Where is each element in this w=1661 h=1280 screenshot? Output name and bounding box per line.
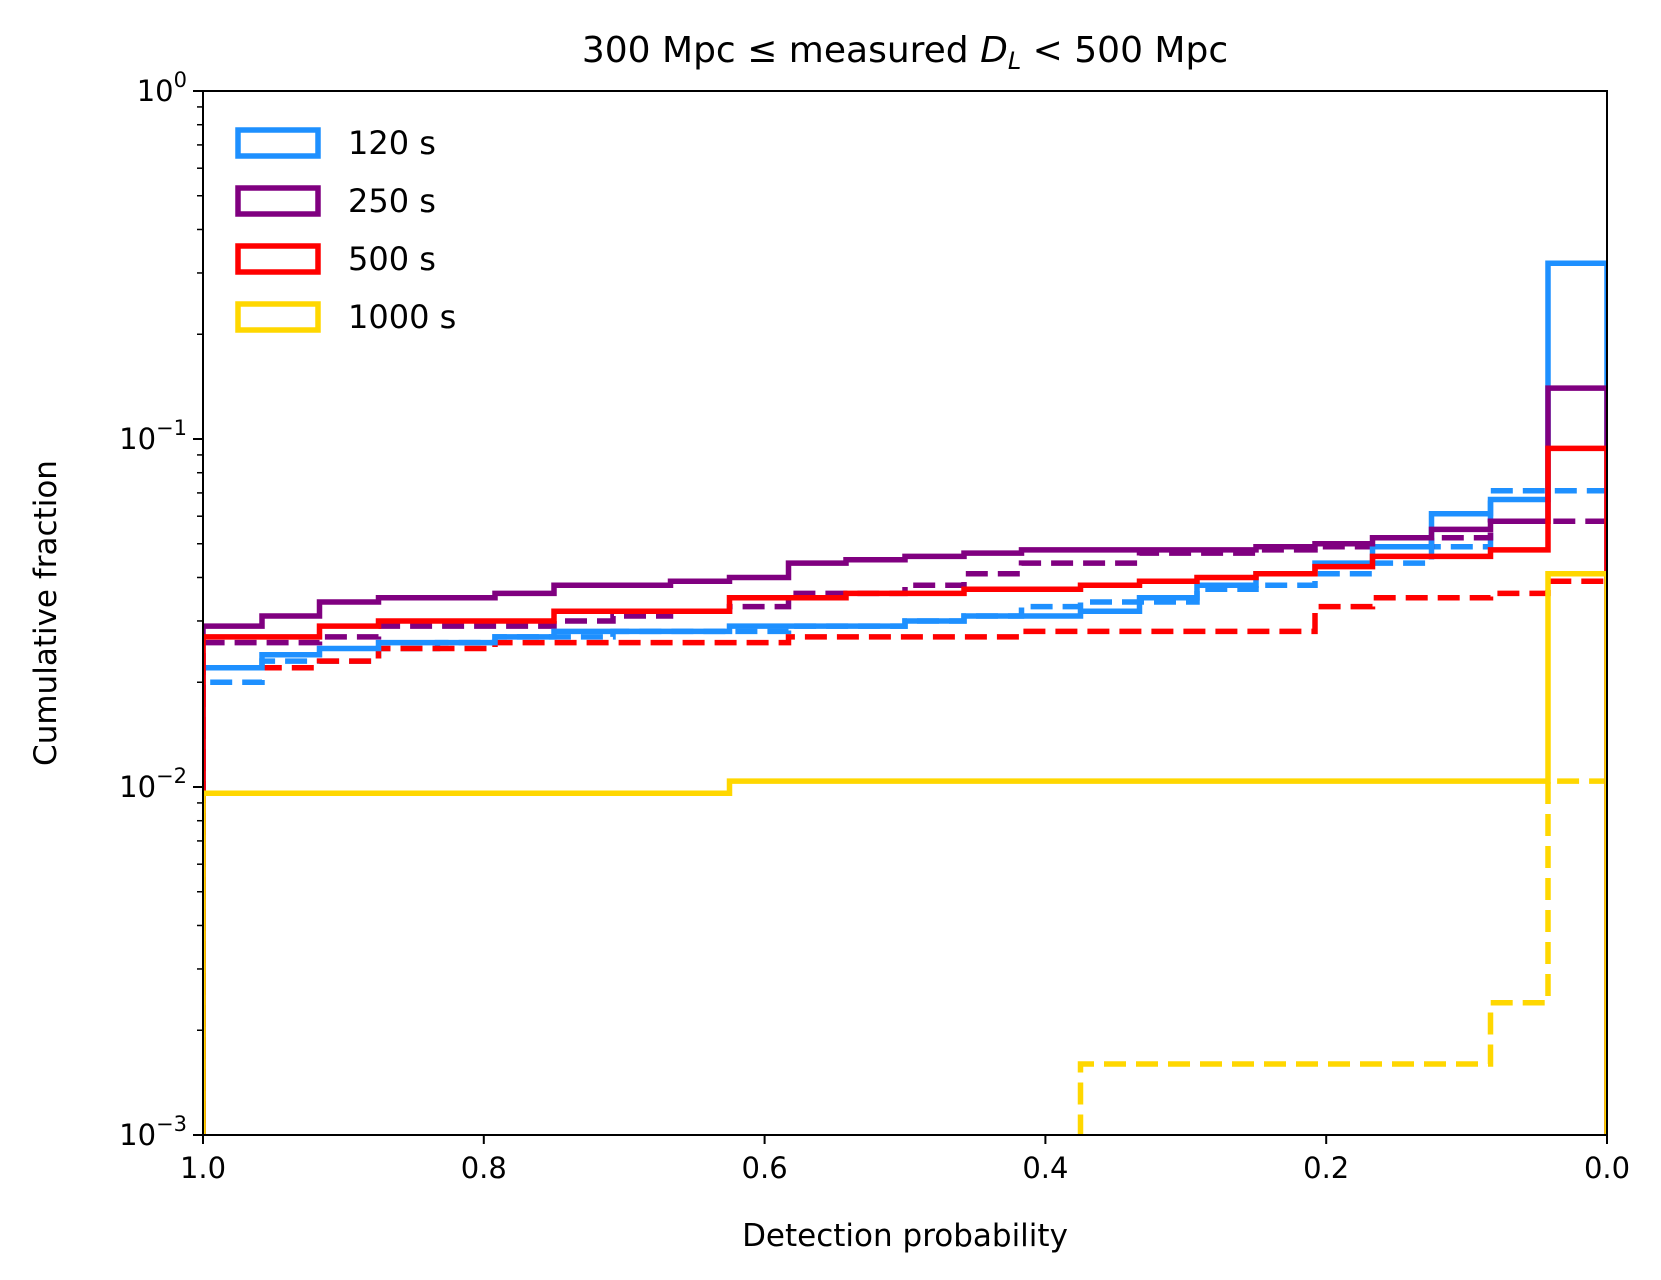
x-tick-label: 0.8 xyxy=(461,1151,507,1185)
x-tick-label: 1.0 xyxy=(180,1151,226,1185)
x-axis-title: Detection probability xyxy=(742,1218,1068,1254)
x-axis-ticks: 1.0 0.8 0.6 0.4 0.2 0.0 xyxy=(180,1135,1630,1185)
x-tick-label: 0.6 xyxy=(742,1151,788,1185)
series-line-solid-120s xyxy=(203,260,1607,1135)
legend-swatch-250s xyxy=(235,185,321,217)
legend-swatch-120s xyxy=(235,127,321,159)
y-axis-ticks: 100 10−1 10−2 10−3 xyxy=(119,68,203,1152)
legend-label: 500 s xyxy=(348,240,436,278)
legend-label: 250 s xyxy=(348,182,436,220)
legend-swatch-1000s xyxy=(235,301,321,333)
y-axis-title: Cumulative fraction xyxy=(28,460,64,766)
y-tick-label: 10−3 xyxy=(119,1112,187,1152)
x-tick-label: 0.2 xyxy=(1303,1151,1349,1185)
plot-frame xyxy=(202,90,1608,1136)
legend-label: 1000 s xyxy=(348,298,456,336)
x-tick-label: 0.4 xyxy=(1022,1151,1068,1185)
series-line-solid-1000s xyxy=(203,571,1607,1135)
series-line-solid-500s xyxy=(203,445,1607,1135)
x-tick-label: 0.0 xyxy=(1584,1151,1630,1185)
series-line-solid-250s xyxy=(203,385,1607,1135)
legend-label: 120 s xyxy=(348,124,436,162)
legend: 120 s 250 s 500 s 1000 s xyxy=(235,124,456,336)
chart-title: 300 Mpc ≤ measured DL < 500 Mpc xyxy=(582,30,1228,75)
y-tick-label: 10−1 xyxy=(119,416,187,456)
series-line-dashed-1000s xyxy=(1077,778,1607,1135)
series-line-dashed-500s xyxy=(203,578,1607,1135)
y-tick-label: 10−2 xyxy=(119,764,187,804)
series-layer xyxy=(203,260,1607,1135)
legend-swatch-500s xyxy=(235,243,321,275)
y-tick-label: 100 xyxy=(137,68,187,108)
